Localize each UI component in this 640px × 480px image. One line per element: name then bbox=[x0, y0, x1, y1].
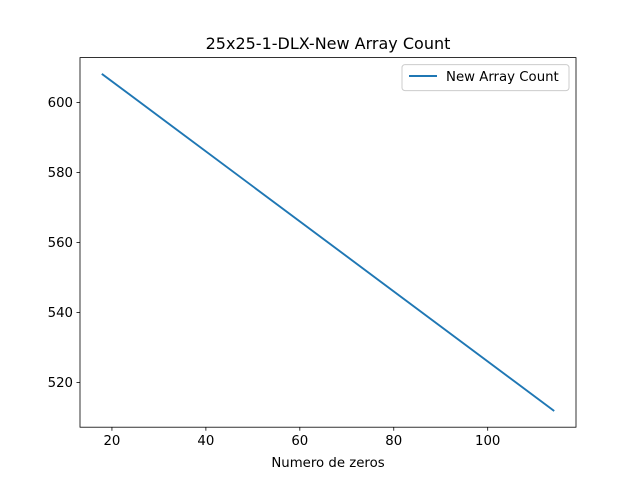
y-tick-label: 540 bbox=[48, 306, 73, 321]
y-tick-label: 600 bbox=[48, 96, 73, 111]
x-axis-label: Numero de zeros bbox=[271, 456, 384, 471]
series-layer bbox=[101, 73, 555, 412]
chart-title: 25x25-1-DLX-New Array Count bbox=[206, 34, 451, 53]
y-tick-label: 560 bbox=[48, 236, 73, 251]
x-axis-ticks: 20 40 60 80 100 bbox=[103, 427, 500, 449]
x-tick-label: 100 bbox=[475, 434, 500, 449]
x-tick-label: 60 bbox=[291, 434, 308, 449]
x-tick-label: 20 bbox=[103, 434, 120, 449]
x-tick-label: 40 bbox=[197, 434, 214, 449]
legend-label-new-array-count: New Array Count bbox=[446, 70, 559, 85]
x-tick-label: 80 bbox=[385, 434, 402, 449]
y-tick-label: 580 bbox=[48, 166, 73, 181]
legend-box bbox=[401, 64, 570, 92]
plot-frame bbox=[79, 57, 577, 428]
y-tick-label: 520 bbox=[48, 376, 73, 391]
legend: New Array Count bbox=[401, 64, 570, 92]
y-axis-ticks: 520 540 560 580 600 bbox=[48, 96, 80, 391]
series-line-new-array-count bbox=[101, 73, 555, 412]
